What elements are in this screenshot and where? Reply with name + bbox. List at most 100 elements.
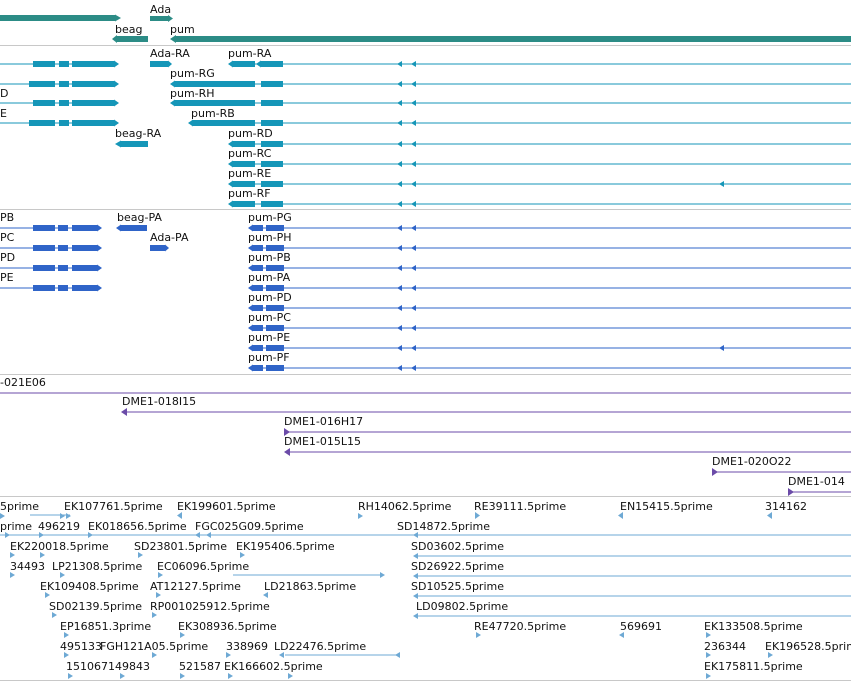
label-ada-ra: Ada-RA <box>150 47 190 60</box>
gene-feature-left[interactable] <box>0 15 115 21</box>
est-label: EK109408.5prime <box>40 580 139 593</box>
transcript-pum-ra[interactable] <box>228 60 851 68</box>
transcript-pum-pe[interactable] <box>248 344 851 352</box>
label-pum-pa: pum-PA <box>248 271 291 284</box>
est-label: RE47720.5prime <box>474 620 566 633</box>
clone-label-015l15: DME1-015L15 <box>284 435 361 448</box>
est-label: EK196528.5prime <box>765 640 851 653</box>
est-label: 496219 <box>38 520 80 533</box>
label-pum-re: pum-RE <box>228 167 271 180</box>
clone-feature-018i15[interactable] <box>121 408 851 416</box>
transcript-left-pe[interactable] <box>0 284 102 292</box>
label-pum-rg: pum-RG <box>170 67 215 80</box>
transcript-left-1[interactable] <box>0 60 119 68</box>
clone-feature-014[interactable] <box>788 488 851 496</box>
est-label: SD03602.5prime <box>411 540 504 553</box>
gene-feature-pum[interactable] <box>176 36 851 42</box>
est-label: 5prime <box>0 500 39 513</box>
gene-strand-arrow <box>112 35 117 43</box>
transcript-left-3[interactable] <box>0 99 119 107</box>
label-pum-pc: pum-PC <box>248 311 291 324</box>
est-markers <box>0 512 773 679</box>
label-d-truncated: D <box>0 87 8 100</box>
clone-label-018i15: DME1-018I15 <box>122 395 196 408</box>
est-label: EK166602.5prime <box>224 660 323 673</box>
label-pum-pd: pum-PD <box>248 291 292 304</box>
label-pum-pe: pum-PE <box>248 331 290 344</box>
est-label: RE39111.5prime <box>474 500 566 513</box>
transcript-pum-pd[interactable] <box>248 304 851 312</box>
est-label: SD23801.5prime <box>134 540 227 553</box>
est-label: prime <box>0 520 32 533</box>
label-pe-truncated: PE <box>0 271 14 284</box>
clone-feature-016h17[interactable] <box>284 428 851 436</box>
est-label: 314162 <box>765 500 807 513</box>
est-label: FGH121A05.5prime <box>100 640 208 653</box>
transcript-pum-re[interactable] <box>228 180 851 188</box>
bac-clone-track: -021E06 DME1-018I15 DME1-016H17 DME1-015… <box>0 376 851 496</box>
transcript-pum-pg[interactable] <box>248 224 851 232</box>
transcript-left-pd[interactable] <box>0 264 102 272</box>
label-pum-ph: pum-PH <box>248 231 292 244</box>
gene-label-beag: beag <box>115 23 142 36</box>
est-label: EN15415.5prime <box>620 500 713 513</box>
transcript-ada-ra[interactable] <box>150 60 172 68</box>
label-pb-truncated: PB <box>0 211 14 224</box>
transcript-ada-pa[interactable] <box>150 244 169 252</box>
est-label: AT12127.5prime <box>150 580 241 593</box>
flybase-transcript-track: Ada-RA pum-RA pum-RG D pum-RH E pum-RB b… <box>0 47 851 208</box>
est-label: SD14872.5prime <box>397 520 490 533</box>
label-pum-ra: pum-RA <box>228 47 272 60</box>
transcript-pum-pf[interactable] <box>248 364 851 372</box>
transcript-left-pc[interactable] <box>0 244 102 252</box>
transcript-left-pb[interactable] <box>0 224 102 232</box>
transcript-left-4[interactable] <box>0 119 119 127</box>
est-label: EK107761.5prime <box>64 500 163 513</box>
transcript-pum-rg[interactable] <box>170 80 851 88</box>
gene-strand-arrow <box>168 15 173 22</box>
clone-feature-020o22[interactable] <box>712 468 851 476</box>
label-pum-pf: pum-PF <box>248 351 290 364</box>
est-label: FGC025G09.5prime <box>195 520 304 533</box>
est-label: EP16851.3prime <box>60 620 151 633</box>
transcript-left-2[interactable] <box>0 80 119 88</box>
transcript-pum-rh[interactable] <box>170 99 851 107</box>
gene-feature-beag[interactable] <box>117 36 148 42</box>
transcript-beag-ra[interactable] <box>115 140 148 148</box>
gene-feature-ada[interactable] <box>150 16 168 21</box>
est-label: LD21863.5prime <box>264 580 356 593</box>
est-label: EC06096.5prime <box>157 560 249 573</box>
transcript-pum-ph[interactable] <box>248 244 851 252</box>
transcript-pum-pa[interactable] <box>248 284 851 292</box>
est-label: RH14062.5prime <box>358 500 452 513</box>
clone-label-021e06: -021E06 <box>0 376 46 389</box>
label-ada-pa: Ada-PA <box>150 231 189 244</box>
label-beag-pa: beag-PA <box>117 211 162 224</box>
clone-label-020o22: DME1-020O22 <box>712 455 792 468</box>
est-label: EK195406.5prime <box>236 540 335 553</box>
label-pum-rf: pum-RF <box>228 187 271 200</box>
est-label: SD02139.5prime <box>49 600 142 613</box>
est-label: 569691 <box>620 620 662 633</box>
label-pum-rh: pum-RH <box>170 87 215 100</box>
transcript-pum-rc[interactable] <box>228 160 851 168</box>
transcript-pum-pc[interactable] <box>248 324 851 332</box>
est-label: EK220018.5prime <box>10 540 109 553</box>
gene-label-ada: Ada <box>150 3 171 16</box>
clone-label-016h17: DME1-016H17 <box>284 415 363 428</box>
transcript-pum-rb[interactable] <box>188 119 851 127</box>
est-label: 495133 <box>60 640 102 653</box>
transcript-pum-rd[interactable] <box>228 140 851 148</box>
gene-label-pum: pum <box>170 23 195 36</box>
est-label: EK175811.5prime <box>704 660 803 673</box>
transcript-pum-pb[interactable] <box>248 264 851 272</box>
est-label: EK133508.5prime <box>704 620 803 633</box>
est-label: 521587 <box>179 660 221 673</box>
clone-feature-015l15[interactable] <box>284 448 851 456</box>
est-label: EK308936.5prime <box>178 620 277 633</box>
transcript-pum-rf[interactable] <box>228 200 851 208</box>
transcript-beag-pa[interactable] <box>116 224 147 232</box>
est-label: EK018656.5prime <box>88 520 187 533</box>
est-label: RP001025912.5prime <box>150 600 270 613</box>
